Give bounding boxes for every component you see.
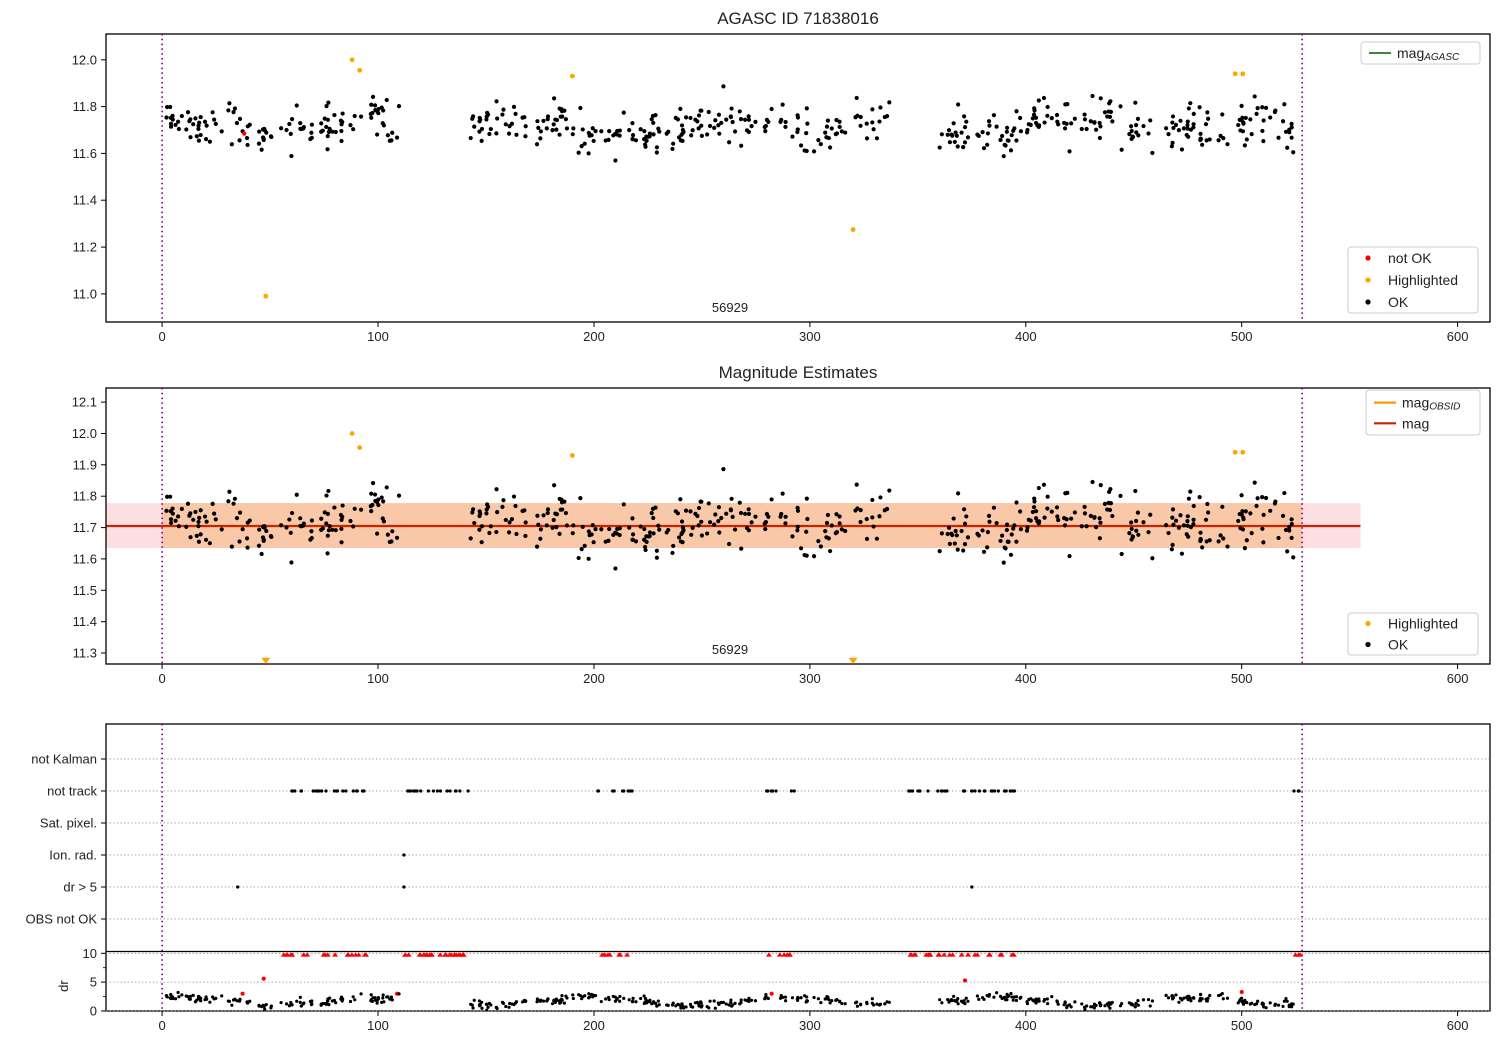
svg-text:0: 0 xyxy=(158,329,165,344)
svg-text:100: 100 xyxy=(367,329,389,344)
svg-text:300: 300 xyxy=(799,1018,821,1033)
svg-text:11.9: 11.9 xyxy=(73,457,97,472)
svg-text:11.6: 11.6 xyxy=(73,551,97,566)
svg-text:600: 600 xyxy=(1447,329,1469,344)
svg-text:0: 0 xyxy=(158,1018,165,1033)
svg-text:Sat. pixel.: Sat. pixel. xyxy=(40,816,97,831)
svg-text:400: 400 xyxy=(1015,329,1037,344)
svg-text:AGASC ID 71838016: AGASC ID 71838016 xyxy=(717,9,879,28)
svg-text:dr > 5: dr > 5 xyxy=(63,880,97,895)
svg-text:not Kalman: not Kalman xyxy=(31,752,97,767)
svg-text:400: 400 xyxy=(1015,671,1037,686)
svg-text:Ion. rad.: Ion. rad. xyxy=(49,848,97,863)
svg-text:11.6: 11.6 xyxy=(73,146,97,161)
svg-text:11.8: 11.8 xyxy=(73,489,97,504)
svg-text:0: 0 xyxy=(90,1004,97,1019)
svg-text:11.2: 11.2 xyxy=(73,240,97,255)
svg-text:11.5: 11.5 xyxy=(73,583,97,598)
svg-text:11.0: 11.0 xyxy=(73,286,97,301)
svg-text:300: 300 xyxy=(799,329,821,344)
svg-text:56929: 56929 xyxy=(712,642,748,657)
svg-text:0: 0 xyxy=(158,671,165,686)
svg-text:500: 500 xyxy=(1231,671,1253,686)
svg-text:Highlighted: Highlighted xyxy=(1388,616,1458,632)
svg-text:OK: OK xyxy=(1388,294,1409,310)
svg-text:600: 600 xyxy=(1447,1018,1469,1033)
svg-text:11.8: 11.8 xyxy=(73,99,97,114)
svg-text:12.1: 12.1 xyxy=(72,395,97,410)
svg-text:200: 200 xyxy=(583,329,605,344)
svg-text:100: 100 xyxy=(367,1018,389,1033)
svg-text:not track: not track xyxy=(47,784,97,799)
svg-text:12.0: 12.0 xyxy=(72,52,97,67)
svg-text:Magnitude Estimates: Magnitude Estimates xyxy=(719,363,878,382)
svg-text:OK: OK xyxy=(1388,637,1409,653)
svg-text:5: 5 xyxy=(90,975,97,990)
svg-text:200: 200 xyxy=(583,1018,605,1033)
svg-text:dr: dr xyxy=(56,980,71,992)
svg-text:11.7: 11.7 xyxy=(73,520,97,535)
svg-text:12.0: 12.0 xyxy=(72,426,97,441)
svg-text:500: 500 xyxy=(1231,1018,1253,1033)
svg-text:Highlighted: Highlighted xyxy=(1388,272,1458,288)
svg-text:mag: mag xyxy=(1402,415,1429,431)
svg-text:600: 600 xyxy=(1447,671,1469,686)
svg-text:11.4: 11.4 xyxy=(73,614,97,629)
svg-text:11.3: 11.3 xyxy=(73,646,97,661)
svg-text:500: 500 xyxy=(1231,329,1253,344)
svg-text:400: 400 xyxy=(1015,1018,1037,1033)
svg-text:11.4: 11.4 xyxy=(73,193,97,208)
svg-text:not OK: not OK xyxy=(1388,250,1432,266)
svg-text:56929: 56929 xyxy=(712,300,748,315)
svg-text:100: 100 xyxy=(367,671,389,686)
svg-text:OBS not OK: OBS not OK xyxy=(25,912,97,927)
svg-text:300: 300 xyxy=(799,671,821,686)
svg-text:200: 200 xyxy=(583,671,605,686)
svg-text:10: 10 xyxy=(83,946,97,961)
